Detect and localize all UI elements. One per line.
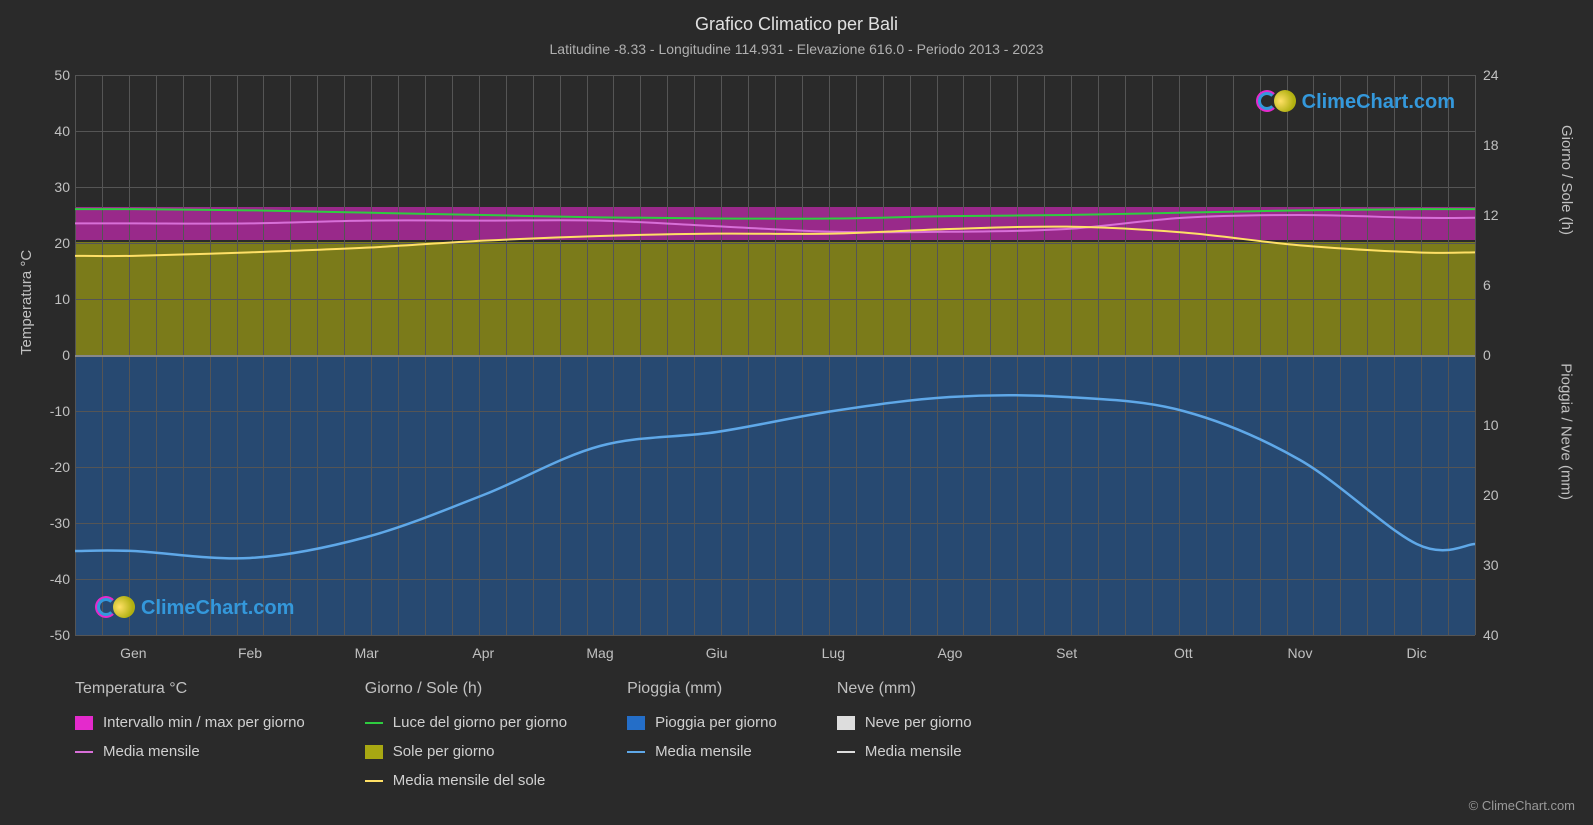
y-tick-left: -10 <box>40 403 70 419</box>
line-icon <box>627 751 645 753</box>
watermark-text: ClimeChart.com <box>1302 91 1455 114</box>
y-tick-right-hours: 6 <box>1483 277 1491 293</box>
swatch-icon <box>75 716 93 730</box>
y-tick-left: 0 <box>40 347 70 363</box>
legend-heading: Pioggia (mm) <box>627 680 777 698</box>
legend: Temperatura °C Intervallo min / max per g… <box>75 680 972 789</box>
legend-group: Pioggia (mm) Pioggia per giorno Media mens… <box>627 680 777 789</box>
month-label: Set <box>1056 645 1077 661</box>
legend-item: Media mensile del sole <box>365 772 567 789</box>
legend-item: Intervallo min / max per giorno <box>75 714 305 731</box>
line-icon <box>365 722 383 724</box>
legend-label: Luce del giorno per giorno <box>393 714 567 731</box>
month-label: Feb <box>238 645 262 661</box>
month-label: Nov <box>1288 645 1313 661</box>
legend-label: Media mensile <box>865 743 962 760</box>
y-axis-right-top-title: Giorno / Sole (h) <box>1558 125 1575 235</box>
y-tick-right-hours: 18 <box>1483 137 1499 153</box>
legend-label: Intervallo min / max per giorno <box>103 714 305 731</box>
legend-group: Neve (mm) Neve per giorno Media mensile <box>837 680 972 789</box>
y-tick-right-mm: 10 <box>1483 417 1499 433</box>
copyright: © ClimeChart.com <box>1469 798 1575 813</box>
legend-label: Media mensile <box>655 743 752 760</box>
month-label: Ott <box>1174 645 1193 661</box>
logo-icon <box>95 596 135 620</box>
y-tick-right-hours: 12 <box>1483 207 1499 223</box>
legend-label: Neve per giorno <box>865 714 972 731</box>
legend-item: Sole per giorno <box>365 743 567 760</box>
legend-label: Media mensile <box>103 743 200 760</box>
y-tick-right-mm: 30 <box>1483 557 1499 573</box>
y-tick-left: -50 <box>40 627 70 643</box>
legend-item: Neve per giorno <box>837 714 972 731</box>
legend-label: Pioggia per giorno <box>655 714 777 731</box>
chart-subtitle: Latitudine -8.33 - Longitudine 114.931 -… <box>0 35 1593 57</box>
y-tick-right-mm: 20 <box>1483 487 1499 503</box>
legend-item: Media mensile <box>75 743 305 760</box>
legend-item: Media mensile <box>837 743 972 760</box>
month-label: Lug <box>822 645 845 661</box>
line-icon <box>365 780 383 782</box>
watermark-top: ClimeChart.com <box>1256 90 1455 114</box>
legend-heading: Neve (mm) <box>837 680 972 698</box>
y-axis-right-bot-title: Pioggia / Neve (mm) <box>1558 363 1575 500</box>
y-tick-right-hours: 24 <box>1483 67 1499 83</box>
legend-heading: Temperatura °C <box>75 680 305 698</box>
y-tick-left: 10 <box>40 291 70 307</box>
y-tick-left: 50 <box>40 67 70 83</box>
watermark-text: ClimeChart.com <box>141 597 294 620</box>
swatch-icon <box>627 716 645 730</box>
chart-title: Grafico Climatico per Bali <box>0 0 1593 35</box>
month-label: Dic <box>1407 645 1427 661</box>
month-label: Mag <box>586 645 613 661</box>
y-axis-left-title: Temperatura °C <box>18 250 35 355</box>
month-label: Ago <box>938 645 963 661</box>
swatch-icon <box>837 716 855 730</box>
month-label: Gen <box>120 645 146 661</box>
legend-label: Sole per giorno <box>393 743 495 760</box>
legend-group: Giorno / Sole (h) Luce del giorno per gio… <box>365 680 567 789</box>
y-tick-right-mm: 40 <box>1483 627 1499 643</box>
legend-item: Luce del giorno per giorno <box>365 714 567 731</box>
line-icon <box>75 751 93 753</box>
legend-item: Pioggia per giorno <box>627 714 777 731</box>
y-tick-left: 30 <box>40 179 70 195</box>
month-label: Mar <box>355 645 379 661</box>
y-tick-left: -30 <box>40 515 70 531</box>
month-label: Giu <box>706 645 728 661</box>
watermark-bottom: ClimeChart.com <box>95 596 294 620</box>
y-tick-left: 20 <box>40 235 70 251</box>
logo-icon <box>1256 90 1296 114</box>
y-tick-left: -40 <box>40 571 70 587</box>
line-icon <box>837 751 855 753</box>
month-label: Apr <box>472 645 494 661</box>
y-tick-right-hours: 0 <box>1483 347 1491 363</box>
y-tick-left: -20 <box>40 459 70 475</box>
climate-chart: Grafico Climatico per Bali Latitudine -8… <box>0 0 1593 825</box>
plot-area: ClimeChart.com ClimeChart.com <box>75 75 1475 635</box>
legend-item: Media mensile <box>627 743 777 760</box>
swatch-icon <box>365 745 383 759</box>
legend-heading: Giorno / Sole (h) <box>365 680 567 698</box>
legend-label: Media mensile del sole <box>393 772 546 789</box>
legend-group: Temperatura °C Intervallo min / max per g… <box>75 680 305 789</box>
y-tick-left: 40 <box>40 123 70 139</box>
